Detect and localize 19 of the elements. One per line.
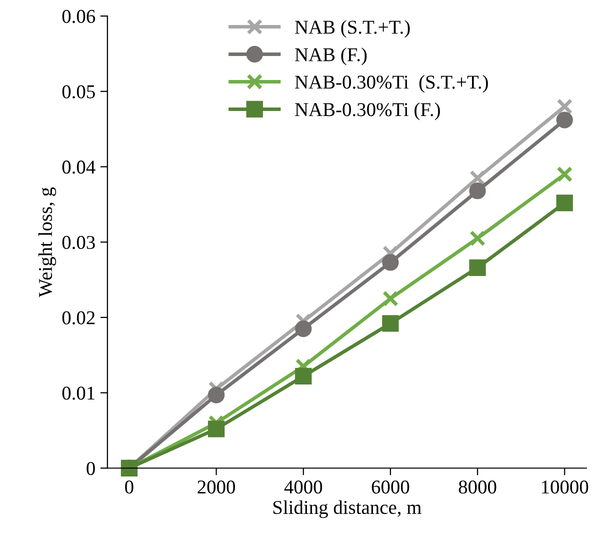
legend-label: NAB-0.30%Ti (S.T.+T.) xyxy=(295,75,488,93)
y-tick-label: 0.01 xyxy=(62,386,94,400)
y-tick-label: 0.02 xyxy=(62,311,95,324)
x-tick-label: 6000 xyxy=(372,480,410,494)
y-tick-label: 0 xyxy=(86,462,95,476)
x-tick-label: 8000 xyxy=(458,480,496,494)
y-tick-label: 0.03 xyxy=(62,236,95,250)
x-tick-label: 0 xyxy=(125,480,134,494)
y-tick-label: 0.04 xyxy=(62,160,96,174)
legend-label: NAB (F.) xyxy=(295,48,367,66)
x-axis-title: Sliding distance, m xyxy=(273,500,422,518)
y-tick-label: 0.06 xyxy=(62,10,96,24)
x-tick-label: 4000 xyxy=(284,480,322,494)
x-tick-label: 10000 xyxy=(542,480,588,494)
y-axis-title: Weight loss, g xyxy=(38,187,56,298)
x-tick-label: 2000 xyxy=(198,480,235,494)
legend-label: NAB-0.30%Ti (F.) xyxy=(295,102,440,120)
y-tick-label: 0.05 xyxy=(62,85,95,98)
legend-label: NAB (S.T.+T.) xyxy=(295,20,410,38)
